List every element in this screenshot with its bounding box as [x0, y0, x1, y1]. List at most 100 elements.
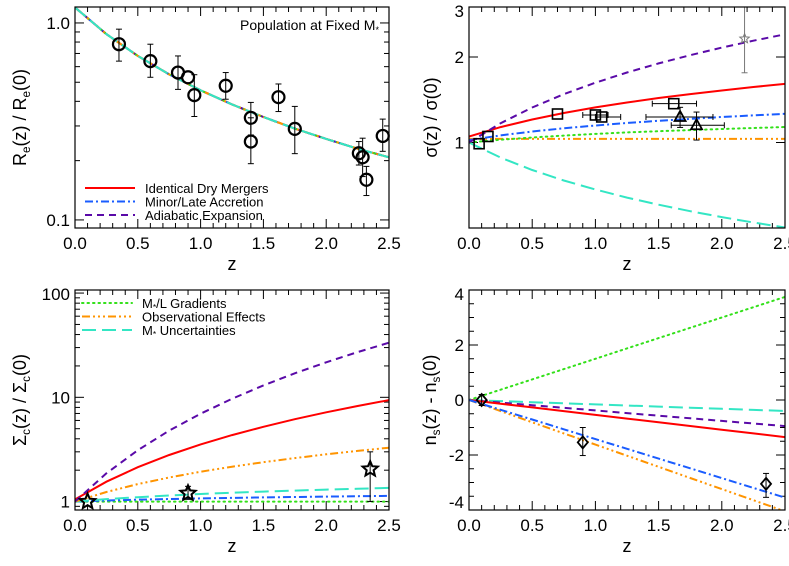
y-tick-label: 0	[455, 391, 464, 410]
data-point	[359, 165, 374, 197]
series-line-dashed	[469, 399, 785, 428]
series-line-longdash	[469, 141, 785, 228]
x-tick-label: 0.5	[520, 516, 544, 535]
ticks	[74, 290, 390, 510]
text-part: (0)	[10, 354, 30, 376]
x-tick-label: 1.0	[584, 516, 608, 535]
data-point	[143, 43, 158, 78]
series-line-dashdotdotdot	[469, 399, 785, 510]
y-tick-label: 2	[455, 336, 464, 355]
diamond-marker	[759, 476, 773, 492]
y-axis-label: Re(z) / Re(0)	[10, 69, 33, 166]
star-marker	[177, 482, 199, 502]
legend-label: M*/L Gradients	[142, 296, 227, 312]
circle-marker	[351, 146, 366, 161]
x-tick-label: 0.0	[63, 234, 87, 253]
ticks	[468, 289, 786, 511]
text-part: (0)	[420, 355, 440, 377]
y-tick-label: 1	[61, 493, 70, 512]
text-part: (z) - n	[420, 382, 440, 429]
series-line-dashdot	[75, 494, 389, 503]
series-line-dashed	[469, 33, 785, 144]
series-line-solid	[469, 399, 785, 439]
series-line-dotted	[469, 126, 785, 144]
legend-item: Adiabatic Expansion	[85, 208, 263, 223]
x-tick-label: 1.0	[189, 234, 213, 253]
y-axis-label: σ(z) / σ(0)	[421, 77, 441, 157]
square-marker	[595, 111, 608, 123]
circle-marker	[143, 54, 158, 69]
circle-marker	[111, 37, 127, 52]
x-tick-label: 2.5	[773, 516, 789, 535]
x-tick-label: 2.0	[710, 516, 734, 535]
data-point	[287, 105, 302, 155]
legend-label: Identical Dry Mergers	[145, 181, 269, 196]
x-tick-label: 1.5	[647, 516, 671, 535]
data-point	[218, 72, 233, 100]
circle-marker	[359, 172, 374, 187]
legend-label: M* Uncertainties	[142, 323, 236, 339]
data-point	[271, 83, 286, 113]
x-tick-label: 0.0	[63, 516, 87, 535]
plot-frame	[74, 289, 390, 511]
data-point	[670, 111, 725, 141]
x-tick-label: 1.0	[584, 234, 608, 253]
x-tick-label: 2.0	[314, 234, 338, 253]
text-part: n	[420, 435, 440, 445]
data-point	[645, 106, 714, 128]
subscript: c	[20, 376, 33, 382]
triangle-marker	[689, 117, 704, 131]
text-part: σ(z) / σ(0)	[421, 77, 441, 157]
x-tick-label: 0.5	[126, 234, 150, 253]
x-axis-label: z	[228, 536, 237, 556]
series-group	[75, 341, 389, 503]
data-point	[473, 137, 485, 150]
panel-2: 3 2 1 0.0 0.5 1.0 1.5 2.0 2.5 z σ(z) / σ(0)	[421, 2, 789, 274]
subscript: c	[20, 429, 33, 435]
text-part: Observational Effects	[142, 310, 266, 325]
series-line-longdash	[75, 7, 389, 159]
legend-label: Minor/Late Accretion	[145, 195, 264, 210]
star-marker	[77, 491, 98, 511]
x-tick-label: 1.0	[189, 516, 213, 535]
x-tick-label: 0.5	[126, 516, 150, 535]
legend-item: Identical Dry Mergers	[85, 181, 269, 196]
plot-frame	[468, 289, 786, 511]
x-tick-label: 1.5	[647, 234, 671, 253]
triangle-marker	[673, 109, 688, 122]
panel-4: 420-2-40.00.51.01.52.02.5zns(z) - ns(0)	[420, 285, 789, 556]
data-point	[375, 118, 390, 152]
x-tick-label: 0.5	[520, 234, 544, 253]
subscript: s	[430, 376, 443, 382]
data-point	[759, 472, 773, 498]
text-part: Σ	[10, 435, 30, 446]
data-points	[111, 28, 390, 197]
x-axis-label: z	[228, 254, 237, 274]
text-part: (z) / Σ	[10, 382, 30, 429]
ticks	[468, 6, 786, 228]
series-group	[469, 295, 785, 510]
subscript: *	[375, 25, 379, 35]
circle-marker	[271, 90, 286, 105]
y-tick-label: 2	[455, 48, 464, 67]
legend-label: Adiabatic Expansion	[145, 208, 263, 223]
legend-item: M* Uncertainties	[82, 323, 236, 339]
circle-marker	[187, 88, 202, 103]
data-point	[177, 482, 199, 502]
y-axis-label: ns(z) - ns(0)	[420, 355, 443, 446]
text-part: (z) / R	[10, 98, 30, 147]
text-part: Minor/Late Accretion	[145, 195, 264, 210]
subscript: e	[20, 147, 33, 154]
series-group	[75, 7, 389, 159]
data-point	[360, 451, 381, 503]
subscript: *	[153, 329, 157, 339]
y-tick-label: 1.0	[46, 14, 70, 33]
x-tick-label: 2.0	[710, 234, 734, 253]
data-points	[473, 6, 751, 150]
legend-item: M*/L Gradients	[81, 296, 227, 312]
